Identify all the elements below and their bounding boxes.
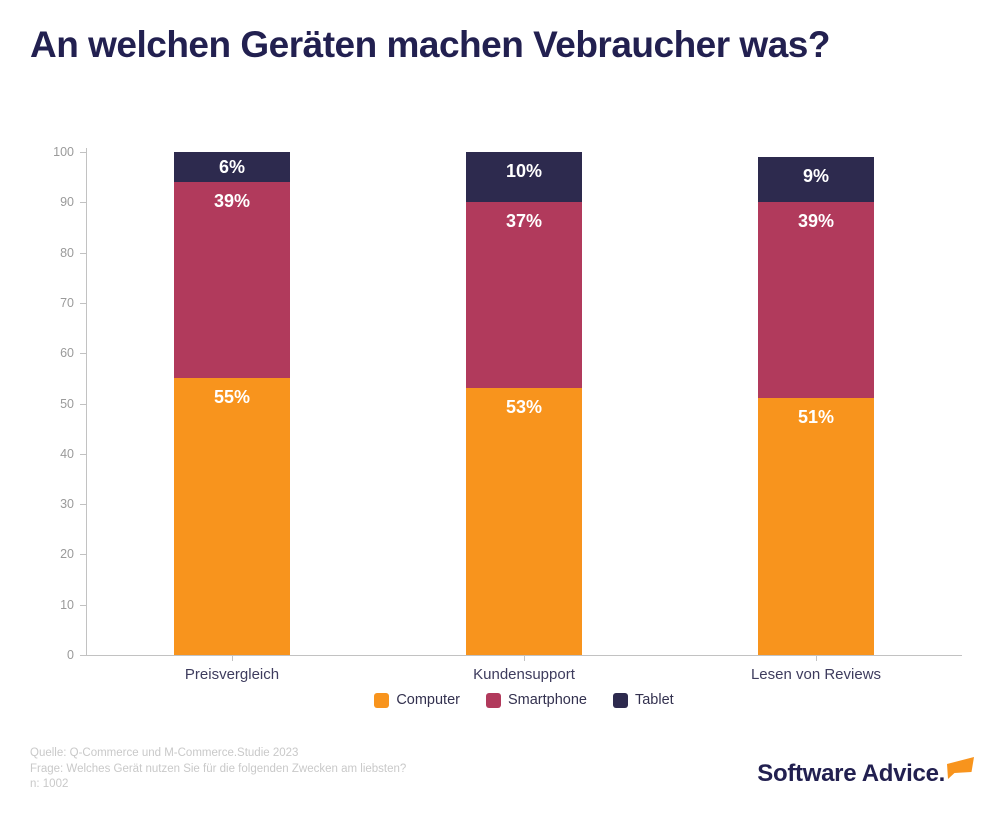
bar-segment-computer: 51%: [758, 398, 874, 655]
y-tick-label: 90: [60, 195, 74, 210]
value-label: 6%: [218, 157, 245, 178]
y-tick-label: 40: [60, 446, 74, 461]
y-tick-mark: [80, 604, 86, 606]
y-axis-line: [86, 148, 87, 656]
legend-swatch-icon: [374, 692, 390, 708]
y-tick-mark: [80, 302, 86, 304]
bar-segment-tablet: 9%: [758, 157, 874, 203]
bar-segment-computer: 53%: [466, 388, 582, 655]
value-label: 37%: [505, 211, 543, 232]
legend: Computer Smartphone Tablet: [86, 692, 962, 708]
brand-logo-text: Software Advice.: [757, 760, 945, 787]
y-tick-label: 0: [67, 648, 74, 662]
y-tick-mark: [80, 655, 86, 656]
y-tick-label: 20: [60, 547, 74, 562]
y-tick-label: 50: [60, 396, 74, 411]
value-label: 53%: [505, 397, 543, 418]
y-tick-mark: [80, 554, 86, 556]
category-label: Kundensupport: [473, 666, 575, 683]
bar-segment-tablet: 6%: [174, 152, 290, 183]
y-tick-mark: [80, 353, 86, 355]
value-label: 9%: [802, 166, 829, 187]
y-tick-label: 10: [60, 597, 74, 612]
brand-logo: Software Advice.: [757, 757, 974, 787]
footer-source: Quelle: Q-Commerce und M-Commerce.Studie…: [30, 747, 299, 759]
y-tick-mark: [80, 252, 86, 254]
bar-segment-smartphone: 37%: [466, 202, 582, 389]
legend-label: Smartphone: [507, 692, 587, 708]
y-tick-label: 100: [53, 145, 74, 159]
bar-segment-tablet: 10%: [466, 152, 582, 203]
value-label: 39%: [797, 211, 835, 232]
value-label: 39%: [213, 191, 251, 212]
value-label: 10%: [505, 161, 543, 181]
y-tick-mark: [80, 403, 86, 405]
footer-notes: Quelle: Q-Commerce und M-Commerce.Studie…: [30, 746, 406, 793]
legend-swatch-icon: [612, 692, 628, 708]
y-tick-label: 30: [60, 497, 74, 512]
y-tick-mark: [80, 504, 86, 506]
footer-question: Frage: Welches Gerät nutzen Sie für die …: [30, 762, 407, 775]
speech-bubble-icon: [947, 757, 974, 779]
bar-segment-computer: 55%: [174, 378, 290, 655]
bar-segment-smartphone: 39%: [758, 202, 874, 399]
legend-label: Tablet: [634, 692, 674, 708]
value-label: 51%: [797, 407, 835, 428]
legend-swatch-icon: [485, 692, 501, 708]
footer-sample-size: n: 1002: [30, 778, 69, 790]
y-tick-label: 60: [60, 346, 74, 361]
y-tick-label: 80: [60, 245, 74, 260]
x-tick-mark: [524, 655, 525, 661]
legend-item-smartphone: Smartphone: [485, 692, 587, 708]
category-label: Lesen von Reviews: [750, 666, 882, 683]
y-tick-mark: [80, 453, 86, 455]
category-label: Preisvergleich: [184, 666, 280, 683]
legend-item-tablet: Tablet: [612, 692, 674, 708]
legend-item-computer: Computer: [374, 692, 460, 708]
chart-title: An welchen Geräten machen Vebraucher was…: [30, 24, 830, 65]
y-tick-label: 70: [60, 295, 74, 310]
legend-label: Computer: [396, 692, 460, 708]
y-tick-mark: [80, 152, 86, 153]
x-tick-mark: [816, 655, 817, 661]
bar-segment-smartphone: 39%: [174, 182, 290, 379]
x-tick-mark: [232, 655, 233, 661]
y-tick-mark: [80, 202, 86, 204]
value-label: 55%: [213, 387, 251, 408]
